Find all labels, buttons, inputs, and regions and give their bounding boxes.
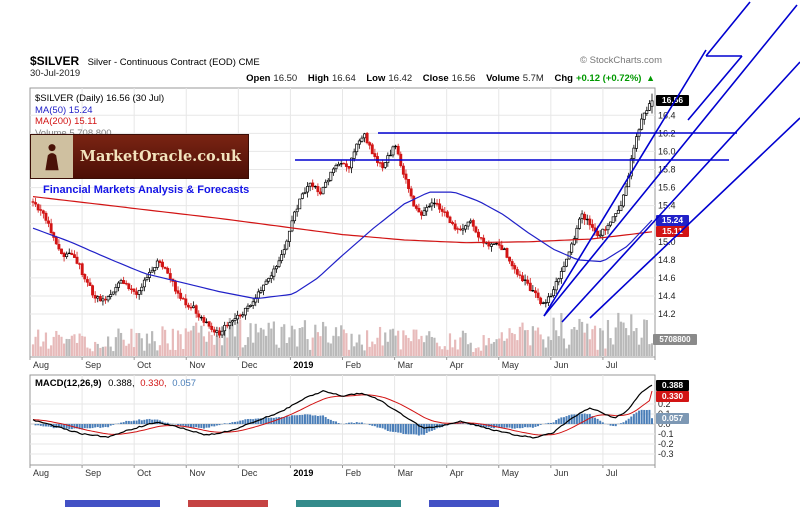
high-value: 16.64 [331,73,356,84]
svg-text:15.0: 15.0 [658,237,676,247]
svg-text:Mar: Mar [398,468,414,478]
chart-header: $SILVER Silver - Continuous Contract (EO… [30,52,260,70]
svg-text:-0.3: -0.3 [658,449,674,459]
volume-value-box: 5708800 [653,333,697,345]
hist-value: 0.057 [172,378,197,389]
svg-text:Oct: Oct [137,360,152,370]
svg-text:Jun: Jun [554,360,569,370]
svg-text:Mar: Mar [398,360,414,370]
legend-ma200: MA(200) 15.11 [35,116,98,127]
macd-name: MACD(12,26,9) [35,378,102,389]
svg-text:14.4: 14.4 [658,291,676,301]
svg-text:Nov: Nov [189,468,206,478]
svg-text:15.6: 15.6 [658,183,676,193]
price-legend: $SILVER (Daily) 16.56 (30 Jul) MA(50) 15… [35,93,164,139]
close-label: Close [422,73,449,84]
svg-text:Oct: Oct [137,468,152,478]
svg-text:Aug: Aug [33,468,49,478]
svg-text:Dec: Dec [241,360,258,370]
svg-text:0.0: 0.0 [658,419,671,429]
svg-text:Feb: Feb [346,468,362,478]
signal-value: 0.330, [140,378,167,389]
svg-text:2019: 2019 [293,468,313,478]
svg-text:Apr: Apr [450,468,464,478]
up-arrow-icon: ▲ [646,73,655,83]
legend-volume: Volume 5,708,800 [35,127,112,139]
stockcharts-credit: © StockCharts.com [580,55,662,66]
footer-link[interactable] [188,500,268,507]
low-value: 16.42 [388,73,413,84]
legend-ma50: MA(50) 15.24 [35,104,93,116]
open-label: Open [246,73,271,84]
svg-text:14.2: 14.2 [658,309,676,319]
svg-text:Jul: Jul [606,468,618,478]
chg-value: +0.12 (+0.72%) [575,73,642,84]
logo-title: MarketOracle.co.uk [73,135,248,178]
volume-label: Volume [486,73,520,84]
legend-symbol: $SILVER (Daily) 16.56 (30 Jul) [35,93,165,104]
volume-value: 5.7M [522,73,544,84]
svg-text:16.2: 16.2 [658,128,676,138]
svg-text:15.8: 15.8 [658,165,676,175]
svg-text:Sep: Sep [85,468,101,478]
svg-text:16.0: 16.0 [658,146,676,156]
ma50-price-box: 15.24 [656,214,689,226]
chg-label: Chg [554,73,573,84]
macd-value-box: 0.388 [656,379,689,391]
symbol-label: $SILVER [30,54,80,68]
svg-text:15.4: 15.4 [658,201,676,211]
ma200-price-box: 15.11 [656,226,689,238]
svg-text:2019: 2019 [293,360,313,370]
logo-tagline: Financial Markets Analysis & Forecasts [43,184,250,196]
footer-link[interactable] [296,500,401,507]
oracle-figure-icon [31,135,73,178]
svg-text:Apr: Apr [450,360,464,370]
macd-value: 0.388, [108,378,135,389]
svg-text:16.4: 16.4 [658,110,676,120]
svg-text:-0.1: -0.1 [658,429,674,439]
svg-text:14.8: 14.8 [658,255,676,265]
last-price-box: 16.56 [656,95,689,107]
svg-text:Aug: Aug [33,360,49,370]
svg-text:0.2: 0.2 [658,399,671,409]
svg-text:Nov: Nov [189,360,206,370]
svg-text:Dec: Dec [241,468,258,478]
macd-hist-box: 0.057 [656,412,689,424]
macd-legend: MACD(12,26,9) 0.388, 0.330, 0.057 [35,378,196,389]
chart-date: 30-Jul-2019 [30,68,81,79]
open-value: 16.50 [273,73,298,84]
svg-text:Jun: Jun [554,468,569,478]
high-label: High [307,73,329,84]
macd-signal-box: 0.330 [656,390,689,402]
footer-link[interactable] [65,500,160,507]
marketoracle-logo: MarketOracle.co.uk [30,134,249,179]
low-label: Low [366,73,386,84]
quote-row: Open 16.50 High 16.64 Low 16.42 Close 16.56 … [238,73,655,84]
footer-link[interactable] [429,500,499,507]
svg-text:-0.2: -0.2 [658,439,674,449]
svg-text:May: May [502,468,520,478]
svg-text:14.6: 14.6 [658,273,676,283]
footer-links-cropped [0,500,800,507]
svg-text:Sep: Sep [85,360,101,370]
svg-text:May: May [502,360,520,370]
close-value: 16.56 [451,73,476,84]
instrument-title: Silver - Continuous Contract (EOD) CME [87,57,260,68]
svg-text:Feb: Feb [346,360,362,370]
svg-text:Jul: Jul [606,360,618,370]
